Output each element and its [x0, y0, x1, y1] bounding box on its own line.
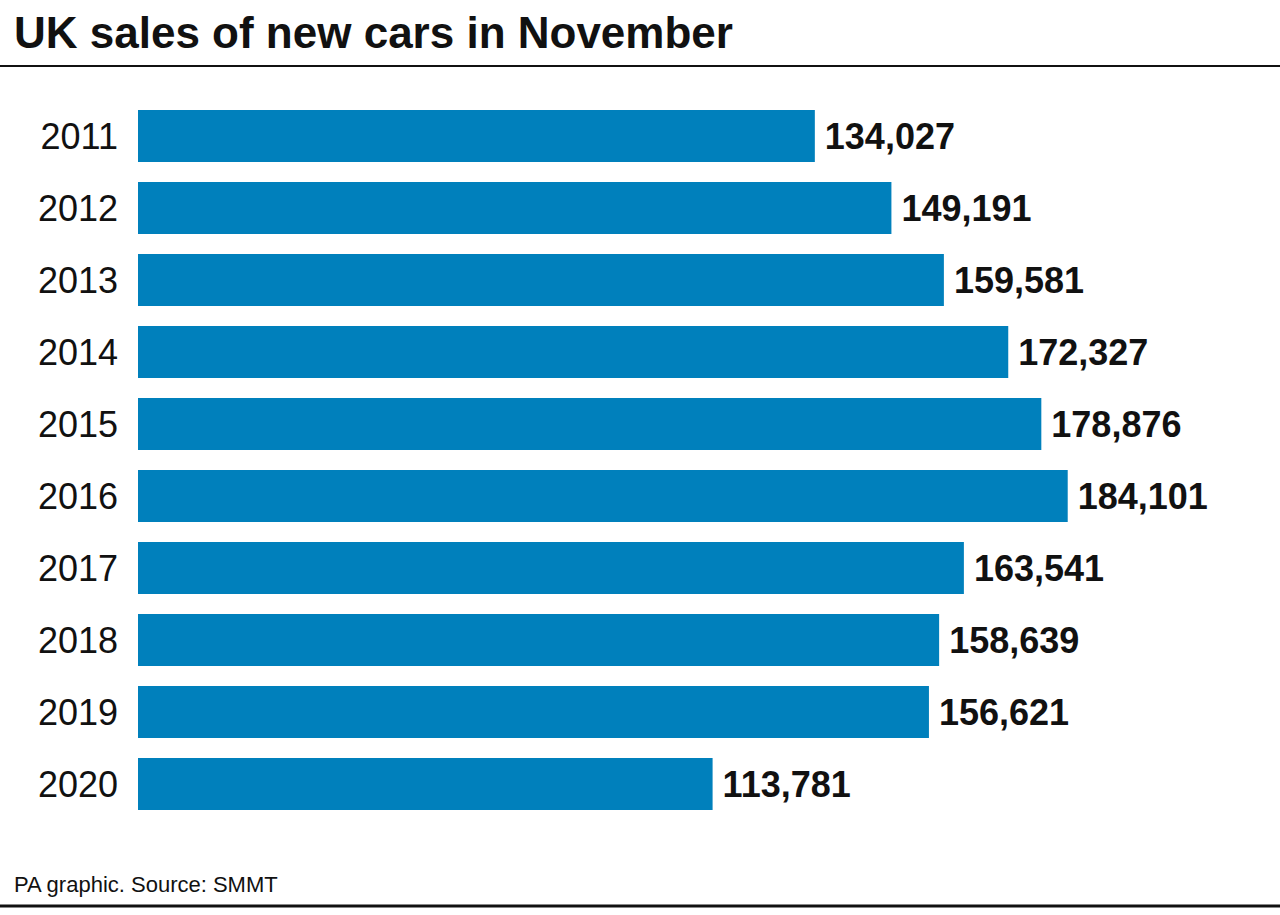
- title: UK sales of new cars in November: [14, 8, 733, 57]
- data-label: 184,101: [1078, 476, 1208, 517]
- category-label: 2013: [38, 260, 118, 301]
- title-rule: [0, 65, 1280, 67]
- category-label: 2014: [38, 332, 118, 373]
- category-label: 2018: [38, 620, 118, 661]
- data-label: 172,327: [1018, 332, 1148, 373]
- bar: [138, 182, 891, 234]
- labels: 2011 134,027 2012 149,191 2013 159,581 2014 172…: [38, 116, 1208, 805]
- bar: [138, 110, 815, 162]
- category-label: 2016: [38, 476, 118, 517]
- category-label: 2019: [38, 692, 118, 733]
- category-label: 2020: [38, 764, 118, 805]
- bottom-rule: [0, 905, 1280, 908]
- data-label: 113,781: [723, 764, 851, 805]
- category-label: 2011: [41, 116, 118, 157]
- source: PA graphic. Source: SMMT: [14, 872, 278, 897]
- data-label: 159,581: [954, 260, 1084, 301]
- data-label: 163,541: [974, 548, 1104, 589]
- bar: [138, 326, 1008, 378]
- category-label: 2015: [38, 404, 118, 445]
- bar: [138, 470, 1068, 522]
- bar: [138, 254, 944, 306]
- bar: [138, 686, 929, 738]
- category-label: 2012: [38, 188, 118, 229]
- data-label: 149,191: [901, 188, 1031, 229]
- chart: UK sales of new cars in November 2011 134,…: [0, 0, 1280, 915]
- data-label: 178,876: [1051, 404, 1181, 445]
- bar: [138, 758, 713, 810]
- data-label: 134,027: [825, 116, 955, 157]
- bar: [138, 614, 939, 666]
- data-label: 156,621: [939, 692, 1069, 733]
- bar: [138, 542, 964, 594]
- data-label: 158,639: [949, 620, 1079, 661]
- category-label: 2017: [38, 548, 118, 589]
- bars: [138, 110, 1068, 810]
- bar: [138, 398, 1041, 450]
